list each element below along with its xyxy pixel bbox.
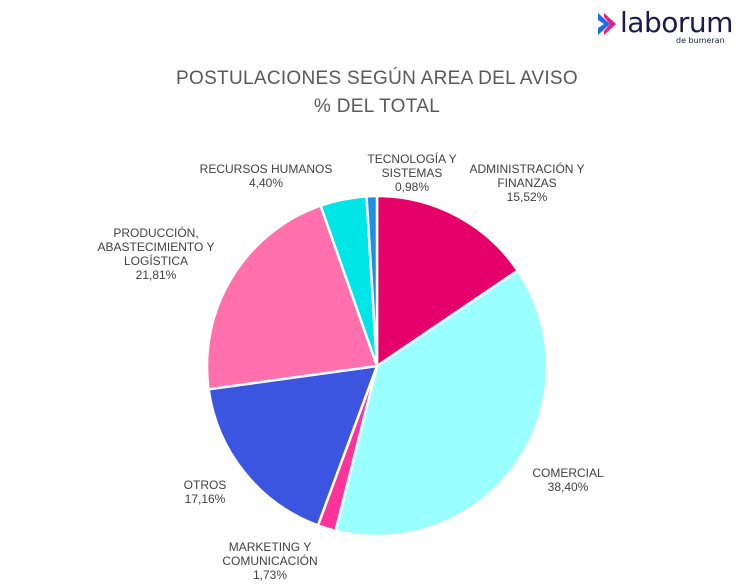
slice-label-marketing-y-comunicacion: MARKETING Y COMUNICACIÓN 1,73% (222, 540, 317, 582)
slice-category-text: OTROS (183, 478, 227, 492)
laborum-arrow-icon (598, 13, 616, 35)
slice-category-text: ABASTECIMIENTO Y (97, 240, 215, 254)
pie-slice-comercial (334, 269, 549, 538)
slice-category-text: COMUNICACIÓN (222, 554, 318, 568)
slice-value-text: 21,81% (135, 268, 177, 282)
slice-category-text: LOGÍSTICA (123, 254, 189, 268)
pie-slice-produccion-abastecimiento-y-logistica (205, 204, 379, 391)
slice-value-text: 1,73% (252, 568, 288, 582)
pie-slice-administracion-y-finanzas (375, 194, 519, 368)
slice-category-text: ADMINISTRACIÓN Y (469, 162, 585, 176)
slice-category-text: COMERCIAL (532, 466, 604, 480)
slice-label-comercial: COMERCIAL 38,40% (532, 466, 603, 494)
pie-slice-tecnologia-y-sistemas (365, 194, 379, 368)
slice-value-text: 0,98% (394, 180, 430, 194)
slice-category-text: RECURSOS HUMANOS (199, 162, 333, 176)
logo-wordmark: laborum (620, 6, 733, 39)
slice-label-otros: OTROS 17,16% (184, 478, 227, 506)
slice-category-text: PRODUCCIÓN, (113, 226, 199, 240)
slice-category-text: MARKETING Y (228, 540, 312, 554)
slice-label-administracion-y-finanzas: ADMINISTRACIÓN Y FINANZAS 15,52% (469, 162, 584, 204)
slice-value-text: 17,16% (184, 492, 226, 506)
chart-subtitle: % DEL TOTAL (313, 96, 441, 117)
laborum-logo: laborum de bumeran (596, 8, 746, 48)
pie-slice-otros (207, 364, 379, 527)
slice-value-text: 4,40% (248, 176, 284, 190)
slice-value-text: 15,52% (506, 190, 548, 204)
slice-label-tecnologia-y-sistemas: TECNOLOGÍA Y SISTEMAS 0,98% (367, 152, 456, 194)
slice-category-text: TECNOLOGÍA Y (367, 152, 457, 166)
logo-subtitle: de bumeran (676, 36, 725, 45)
slice-label-produccion-abastecimiento-y-logistica: PRODUCCIÓN, ABASTECIMIENTO Y LOGÍSTICA 21,8… (98, 226, 215, 282)
slice-category-text: SISTEMAS (381, 166, 443, 180)
slice-value-text: 38,40% (547, 480, 589, 494)
slice-label-recursos-humanos: RECURSOS HUMANOS 4,40% (200, 162, 333, 190)
slice-category-text: FINANZAS (497, 176, 557, 190)
chart-title: POSTULACIONES SEGÚN AREA DEL AVISO (176, 68, 578, 89)
